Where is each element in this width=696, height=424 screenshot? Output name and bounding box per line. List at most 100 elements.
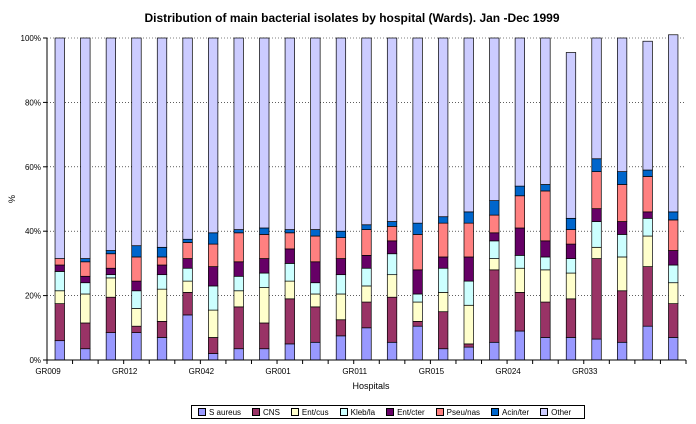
bar-segment-ent-cus bbox=[361, 285, 372, 303]
bar-segment-ent-cter bbox=[438, 256, 449, 269]
bar-segment-other bbox=[182, 37, 193, 240]
bar-stack bbox=[105, 37, 117, 361]
y-axis-label: % bbox=[7, 195, 17, 203]
ticks: 0% 20% 40% 60% 80% 100% GR009 GR012 GR042 GR001 GR… bbox=[21, 34, 687, 376]
bar-segment-kleb-la bbox=[259, 272, 270, 288]
bar-stack bbox=[668, 34, 679, 361]
bar-segment-acin-ter bbox=[105, 250, 117, 255]
bar-segment-cns bbox=[489, 269, 500, 343]
legend-label: Ent/cter bbox=[397, 407, 425, 417]
bar-stack bbox=[361, 37, 372, 361]
bar-segment-cns bbox=[438, 311, 449, 350]
bar-segment-cns bbox=[642, 266, 653, 327]
bar-segment-s-aureus bbox=[514, 330, 525, 361]
bar-segment-kleb-la bbox=[335, 274, 347, 295]
bar-segment-ent-cus bbox=[259, 287, 270, 324]
bar-stack bbox=[54, 37, 65, 361]
legend-label: Acin/ter bbox=[502, 407, 530, 417]
bar-segment-other bbox=[463, 37, 474, 213]
bar-segment-other bbox=[642, 40, 653, 171]
bar-segment-ent-cter bbox=[489, 232, 500, 242]
bar-segment-cns bbox=[463, 343, 474, 348]
bar-segment-ent-cus bbox=[514, 267, 525, 293]
bar-segment-cns bbox=[54, 303, 65, 342]
bar-segment-ent-cus bbox=[412, 301, 423, 322]
bar-segment-ent-cus bbox=[642, 235, 653, 267]
bar-segment-kleb-la bbox=[514, 255, 525, 269]
bar-stack bbox=[259, 37, 270, 361]
bar-segment-other bbox=[565, 52, 577, 219]
bar-segment-cns bbox=[412, 321, 423, 327]
bar-segment-ent-cter bbox=[514, 227, 525, 256]
x-tick-label: GR012 bbox=[112, 367, 138, 376]
bar-segment-pseu-nas bbox=[438, 222, 449, 258]
y-tick-label: 20% bbox=[25, 292, 41, 301]
bar-segment-cns bbox=[259, 322, 270, 350]
bar-segment-acin-ter bbox=[156, 246, 168, 258]
bar-segment-other bbox=[284, 37, 295, 230]
bar-segment-other bbox=[80, 37, 91, 259]
bar-stack bbox=[233, 37, 244, 361]
bar-segment-ent-cter bbox=[131, 280, 142, 292]
bars bbox=[54, 34, 679, 361]
bar-segment-ent-cter bbox=[182, 258, 193, 269]
bar-segment-s-aureus bbox=[259, 348, 270, 361]
bar-segment-ent-cter bbox=[233, 261, 244, 277]
bar-segment-cns bbox=[540, 301, 551, 338]
legend-label: Ent/cus bbox=[301, 407, 329, 417]
bar-segment-other bbox=[361, 37, 372, 226]
bar-segment-acin-ter bbox=[131, 245, 142, 258]
bar-segment-acin-ter bbox=[259, 227, 270, 235]
bar-stack bbox=[642, 40, 653, 361]
bar-stack bbox=[565, 52, 577, 361]
legend-label: Pseu/nas bbox=[446, 407, 481, 417]
bar-segment-ent-cus bbox=[310, 293, 321, 308]
bar-segment-pseu-nas bbox=[156, 256, 168, 266]
y-tick-label: 100% bbox=[21, 34, 41, 43]
bar-segment-pseu-nas bbox=[616, 184, 628, 222]
legend-item-ent-cter: Ent/cter bbox=[386, 408, 425, 417]
bar-segment-ent-cter bbox=[386, 240, 398, 255]
bar-stack bbox=[335, 37, 347, 361]
bar-segment-ent-cus bbox=[284, 280, 295, 300]
legend-swatch bbox=[386, 408, 395, 416]
bar-segment-kleb-la bbox=[668, 264, 679, 284]
bar-segment-pseu-nas bbox=[208, 243, 219, 267]
bar-stack bbox=[591, 37, 602, 361]
y-tick-label: 80% bbox=[25, 98, 41, 107]
bar-stack bbox=[438, 37, 449, 361]
bar-segment-pseu-nas bbox=[642, 176, 653, 213]
legend-swatch bbox=[491, 408, 500, 416]
bar-segment-kleb-la bbox=[208, 285, 219, 311]
bar-segment-pseu-nas bbox=[80, 261, 91, 277]
bar-segment-acin-ter bbox=[284, 229, 295, 234]
legend-label: CNS bbox=[263, 407, 280, 417]
bar-segment-s-aureus bbox=[463, 346, 474, 361]
bar-segment-other bbox=[156, 37, 168, 248]
bar-segment-kleb-la bbox=[463, 280, 474, 306]
bar-segment-other bbox=[591, 37, 602, 160]
bar-segment-ent-cter bbox=[412, 269, 423, 295]
bar-segment-cns bbox=[668, 303, 679, 338]
bar-stack bbox=[310, 37, 321, 361]
bar-segment-pseu-nas bbox=[335, 237, 347, 259]
bar-segment-cns bbox=[105, 296, 117, 333]
bar-segment-ent-cus bbox=[668, 282, 679, 305]
bar-segment-pseu-nas bbox=[259, 234, 270, 259]
x-tick-label: GR015 bbox=[419, 367, 445, 376]
bar-segment-pseu-nas bbox=[310, 235, 321, 263]
x-tick-label: GR033 bbox=[572, 367, 598, 376]
bar-segment-kleb-la bbox=[386, 253, 398, 276]
bar-stack bbox=[386, 37, 398, 361]
bar-segment-pseu-nas bbox=[412, 234, 423, 271]
bar-segment-acin-ter bbox=[591, 158, 602, 172]
bar-segment-cns bbox=[335, 319, 347, 337]
bar-segment-ent-cter bbox=[208, 266, 219, 287]
bar-segment-other bbox=[540, 37, 551, 185]
bar-segment-s-aureus bbox=[361, 327, 372, 361]
bar-segment-ent-cter bbox=[361, 255, 372, 269]
legend-label: S aureus bbox=[209, 407, 242, 417]
bar-segment-kleb-la bbox=[489, 240, 500, 259]
bar-segment-acin-ter bbox=[540, 184, 551, 192]
